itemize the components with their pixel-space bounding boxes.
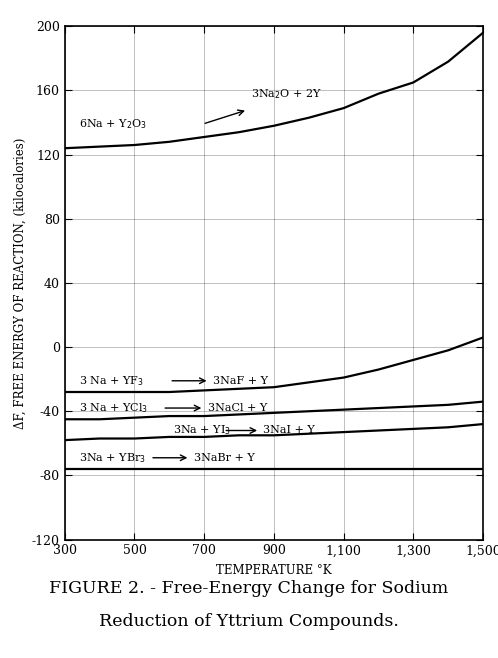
Text: 3Na + YI$_3$: 3Na + YI$_3$ bbox=[173, 424, 231, 438]
Text: 3NaF + Y: 3NaF + Y bbox=[213, 376, 268, 386]
Text: 3NaBr + Y: 3NaBr + Y bbox=[194, 453, 254, 463]
X-axis label: TEMPERATURE °K: TEMPERATURE °K bbox=[216, 565, 332, 577]
Y-axis label: ΔF, FREE ENERGY OF REACTION, (kilocalories): ΔF, FREE ENERGY OF REACTION, (kilocalori… bbox=[13, 138, 26, 428]
Text: Reduction of Yttrium Compounds.: Reduction of Yttrium Compounds. bbox=[99, 613, 399, 630]
Text: 3 Na + YCl$_3$: 3 Na + YCl$_3$ bbox=[79, 401, 148, 415]
Text: 3NaI + Y: 3NaI + Y bbox=[263, 426, 315, 436]
Text: 3NaCl + Y: 3NaCl + Y bbox=[208, 403, 267, 413]
Text: 3 Na + YF$_3$: 3 Na + YF$_3$ bbox=[79, 374, 143, 388]
Text: FIGURE 2. - Free-Energy Change for Sodium: FIGURE 2. - Free-Energy Change for Sodiu… bbox=[49, 580, 449, 597]
Text: 6Na + Y$_2$O$_3$: 6Na + Y$_2$O$_3$ bbox=[79, 117, 147, 131]
Text: 3Na$_2$O + 2Y: 3Na$_2$O + 2Y bbox=[251, 87, 322, 101]
Text: 3Na + YBr$_3$: 3Na + YBr$_3$ bbox=[79, 451, 146, 465]
